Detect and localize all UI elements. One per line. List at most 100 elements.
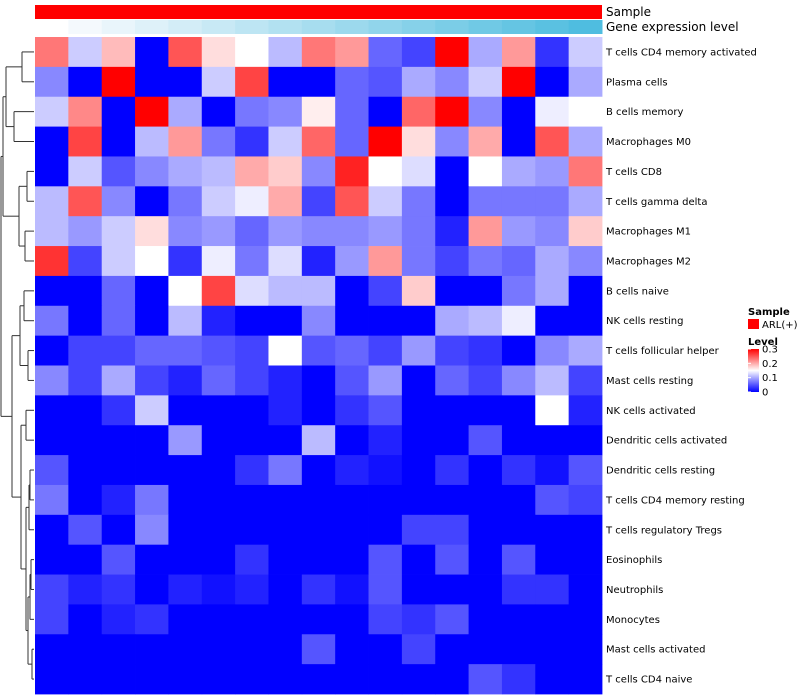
heatmap-cell xyxy=(101,216,136,247)
heatmap-cell xyxy=(235,246,269,277)
heatmap-cell xyxy=(268,305,303,337)
heatmap-cell xyxy=(401,604,436,635)
heatmap-cell xyxy=(101,365,136,396)
heatmap-cell xyxy=(201,246,236,277)
annotation-cell-gene-expression xyxy=(101,20,136,34)
heatmap-cell xyxy=(335,156,369,187)
heatmap-cell xyxy=(101,186,136,217)
heatmap-cell xyxy=(101,37,136,68)
heatmap-cell xyxy=(101,395,136,426)
legend-level-tick-label: 0.3 xyxy=(762,345,778,356)
heatmap-cell xyxy=(535,634,570,665)
heatmap-cell xyxy=(335,514,369,546)
heatmap-cell xyxy=(268,186,303,217)
heatmap-cell xyxy=(435,634,469,665)
heatmap-cell xyxy=(435,455,469,486)
heatmap-cell xyxy=(168,37,203,68)
annotation-cell-gene-expression xyxy=(501,20,536,34)
heatmap-cell xyxy=(268,634,303,665)
heatmap-cell xyxy=(535,484,570,516)
heatmap-cell xyxy=(535,604,570,635)
heatmap-cell xyxy=(301,664,336,695)
heatmap-cell xyxy=(35,604,69,635)
heatmap-cell xyxy=(435,66,469,98)
annotation-cell-gene-expression xyxy=(401,20,436,34)
heatmap-cell xyxy=(235,66,269,98)
heatmap-cell xyxy=(35,664,69,695)
heatmap-cell xyxy=(535,275,570,307)
heatmap-cell xyxy=(135,365,169,396)
row-label: NK cells resting xyxy=(606,316,683,327)
heatmap-cell xyxy=(435,365,469,396)
heatmap-cell xyxy=(268,365,303,396)
row-label: T cells CD4 naive xyxy=(605,675,692,686)
heatmap-cell xyxy=(435,216,469,247)
heatmap-cell xyxy=(101,335,136,366)
heatmap-cell xyxy=(35,156,69,187)
heatmap-cell xyxy=(568,484,603,516)
heatmap-cell xyxy=(235,335,269,366)
heatmap-cell xyxy=(235,455,269,486)
heatmap-cell xyxy=(468,365,503,396)
heatmap-cell xyxy=(535,216,570,247)
heatmap-cell xyxy=(335,365,369,396)
row-label: T cells regulatory Tregs xyxy=(605,525,722,536)
legend-level-title: Level xyxy=(748,337,778,348)
heatmap-cell xyxy=(568,425,603,456)
row-label: B cells naive xyxy=(606,286,669,297)
heatmap-cell xyxy=(168,126,203,157)
heatmap-cell xyxy=(35,455,69,486)
heatmap-cell xyxy=(201,156,236,187)
heatmap-cell xyxy=(168,634,203,665)
heatmap-cell xyxy=(201,664,236,695)
heatmap-cell xyxy=(401,574,436,605)
heatmap-cell xyxy=(535,305,570,337)
heatmap-cell xyxy=(301,484,336,516)
heatmap-cell xyxy=(68,484,103,516)
heatmap-cell xyxy=(68,425,103,456)
heatmap-cell xyxy=(35,275,69,307)
heatmap-cell xyxy=(235,634,269,665)
heatmap-cell xyxy=(568,365,603,396)
heatmap-cell xyxy=(35,365,69,396)
heatmap-cell xyxy=(235,275,269,307)
heatmap-cell xyxy=(401,664,436,695)
heatmap-cell xyxy=(68,455,103,486)
heatmap-cell xyxy=(301,544,336,575)
annotation-cell-gene-expression xyxy=(535,20,570,34)
heatmap-cell xyxy=(201,126,236,157)
heatmap-cell xyxy=(501,246,536,277)
heatmap-cell xyxy=(568,246,603,277)
heatmap-cell xyxy=(101,425,136,456)
row-label: T cells CD4 memory activated xyxy=(605,47,757,58)
heatmap-cell xyxy=(68,37,103,68)
heatmap-cell xyxy=(435,96,469,127)
annotation-cell-gene-expression xyxy=(435,20,470,34)
heatmap-cell xyxy=(535,246,570,277)
heatmap-cell xyxy=(368,514,403,546)
heatmap-cell xyxy=(401,96,436,127)
heatmap-cell xyxy=(335,484,369,516)
heatmap-cell xyxy=(568,156,603,187)
heatmap-cell xyxy=(201,186,236,217)
annotation-cell-gene-expression xyxy=(368,20,403,34)
heatmap-cell xyxy=(535,544,570,575)
heatmap-cell xyxy=(135,395,169,426)
heatmap-cell xyxy=(168,574,203,605)
heatmap-cell xyxy=(168,96,203,127)
heatmap-cell xyxy=(168,275,203,307)
heatmap-cell xyxy=(368,574,403,605)
heatmap-cell xyxy=(501,37,536,68)
legend-level-tick-label: 0.2 xyxy=(762,359,778,370)
heatmap-cell xyxy=(135,126,169,157)
heatmap-cell xyxy=(68,275,103,307)
heatmap-cell xyxy=(435,335,469,366)
heatmap-cell xyxy=(568,664,603,695)
heatmap-cell xyxy=(235,305,269,337)
heatmap-cell xyxy=(368,634,403,665)
heatmap-cell xyxy=(335,37,369,68)
heatmap-cell xyxy=(135,156,169,187)
heatmap-cell xyxy=(501,664,536,695)
heatmap-cell xyxy=(68,574,103,605)
heatmap-cell xyxy=(235,37,269,68)
